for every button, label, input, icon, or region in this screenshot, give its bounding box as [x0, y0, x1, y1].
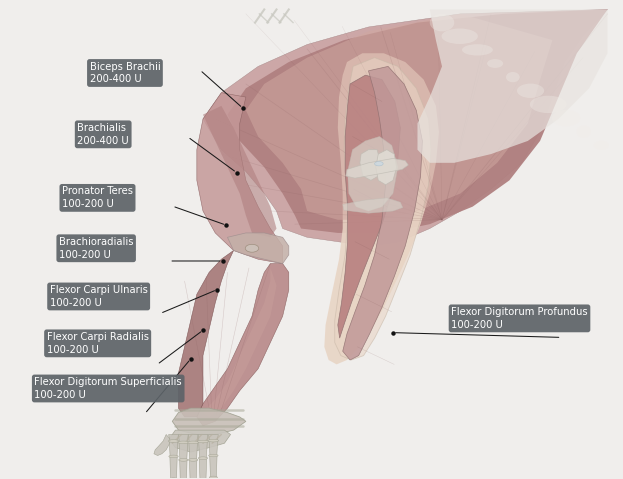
Ellipse shape [209, 454, 218, 457]
Text: Biceps Brachii
200-400 U: Biceps Brachii 200-400 U [90, 62, 160, 84]
Ellipse shape [462, 44, 493, 56]
Ellipse shape [197, 440, 208, 443]
Polygon shape [178, 251, 234, 417]
Ellipse shape [245, 244, 259, 252]
Polygon shape [179, 443, 188, 460]
Text: Flexor Carpi Ulnaris
100-200 U: Flexor Carpi Ulnaris 100-200 U [50, 285, 148, 308]
Ellipse shape [168, 440, 179, 443]
Polygon shape [199, 458, 207, 479]
Polygon shape [154, 434, 170, 456]
Polygon shape [203, 106, 277, 237]
Polygon shape [203, 10, 607, 246]
Text: Brachioradialis
100-200 U: Brachioradialis 100-200 U [59, 237, 133, 260]
Polygon shape [203, 268, 277, 417]
Polygon shape [189, 443, 197, 460]
Text: Brachialis
200-400 U: Brachialis 200-400 U [77, 123, 129, 146]
Polygon shape [343, 198, 403, 213]
Polygon shape [198, 434, 208, 442]
Ellipse shape [188, 441, 199, 444]
Polygon shape [360, 149, 381, 181]
Polygon shape [346, 159, 408, 178]
Ellipse shape [442, 28, 478, 44]
Polygon shape [169, 434, 178, 441]
Ellipse shape [179, 458, 188, 461]
Ellipse shape [374, 161, 383, 166]
Polygon shape [209, 441, 217, 456]
Ellipse shape [209, 476, 217, 479]
Polygon shape [348, 137, 398, 211]
Polygon shape [209, 434, 218, 441]
Ellipse shape [188, 458, 198, 461]
Ellipse shape [576, 125, 591, 138]
Polygon shape [417, 10, 607, 163]
Ellipse shape [552, 110, 580, 126]
Polygon shape [227, 233, 289, 263]
Polygon shape [246, 14, 553, 220]
Polygon shape [210, 456, 217, 478]
Ellipse shape [178, 441, 189, 444]
Polygon shape [197, 263, 289, 426]
Ellipse shape [594, 141, 609, 150]
Text: Flexor Digitorum Superficialis
100-200 U: Flexor Digitorum Superficialis 100-200 U [34, 377, 182, 400]
Ellipse shape [506, 72, 520, 82]
Polygon shape [325, 53, 439, 365]
Polygon shape [173, 408, 246, 434]
Text: Flexor Digitorum Profundus
100-200 U: Flexor Digitorum Profundus 100-200 U [451, 307, 588, 330]
Polygon shape [178, 434, 188, 443]
Polygon shape [343, 67, 422, 360]
Polygon shape [338, 75, 401, 338]
Text: Flexor Carpi Radialis
100-200 U: Flexor Carpi Radialis 100-200 U [47, 332, 149, 355]
Polygon shape [170, 456, 177, 479]
Ellipse shape [208, 439, 219, 442]
Ellipse shape [530, 96, 567, 113]
Polygon shape [197, 93, 283, 263]
Polygon shape [335, 57, 431, 360]
Polygon shape [376, 149, 397, 185]
Polygon shape [169, 430, 231, 452]
Ellipse shape [487, 59, 503, 68]
Polygon shape [227, 10, 607, 233]
Polygon shape [179, 460, 187, 479]
Ellipse shape [517, 83, 544, 98]
Polygon shape [199, 442, 207, 458]
Polygon shape [169, 441, 178, 456]
Ellipse shape [430, 14, 454, 31]
Ellipse shape [169, 455, 178, 458]
Polygon shape [189, 460, 197, 479]
Text: Pronator Teres
100-200 U: Pronator Teres 100-200 U [62, 186, 133, 209]
Ellipse shape [169, 478, 178, 479]
Ellipse shape [198, 457, 207, 459]
Polygon shape [188, 434, 198, 443]
